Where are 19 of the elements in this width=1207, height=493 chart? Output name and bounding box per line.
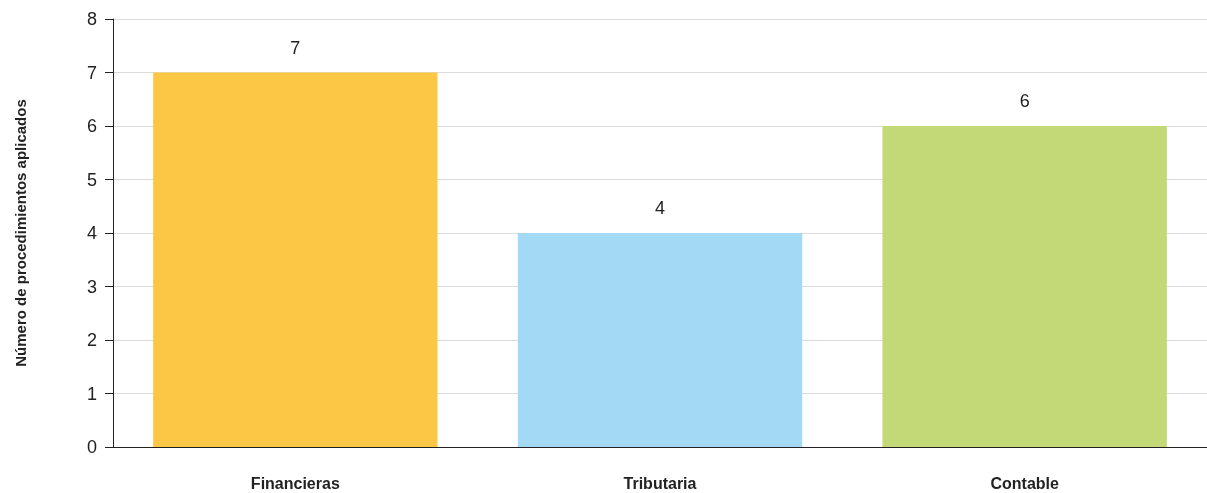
y-tick-label: 3 xyxy=(86,276,97,297)
y-tick-label: 8 xyxy=(86,9,97,29)
y-tick-label: 0 xyxy=(86,437,97,457)
data-label: 6 xyxy=(1019,91,1030,111)
x-tick-label: Contable xyxy=(990,474,1059,492)
bar xyxy=(153,72,438,447)
data-label: 4 xyxy=(654,198,666,218)
data-label: 7 xyxy=(290,37,301,58)
y-tick-label: 2 xyxy=(86,330,97,350)
y-tick-label: 5 xyxy=(86,169,97,190)
bar xyxy=(517,233,803,447)
y-tick-label: 4 xyxy=(86,223,97,243)
y-tick-label: 6 xyxy=(86,116,97,136)
bar xyxy=(882,126,1167,447)
x-tick-label: Tributaria xyxy=(623,474,697,492)
y-tick-label: 1 xyxy=(86,383,97,404)
x-tick-label: Financieras xyxy=(250,474,340,492)
y-tick-label: 7 xyxy=(86,62,97,83)
y-axis-title: Número de procedimientos aplicados xyxy=(12,99,29,367)
